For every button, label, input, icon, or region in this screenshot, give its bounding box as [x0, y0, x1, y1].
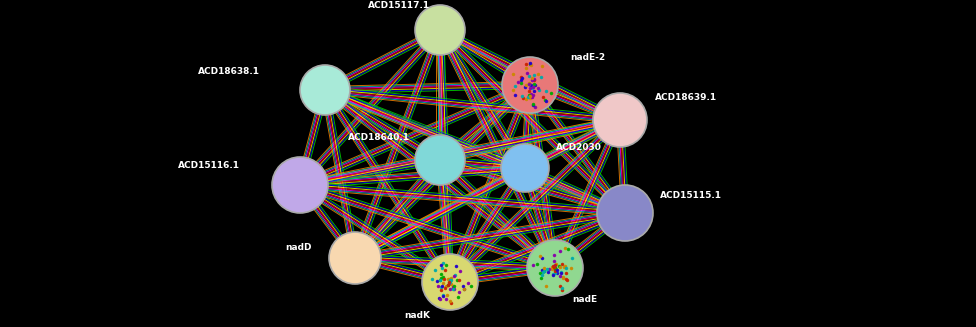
- Text: nadE: nadE: [572, 296, 597, 304]
- Circle shape: [502, 57, 558, 113]
- Text: ACD18638.1: ACD18638.1: [198, 67, 260, 77]
- Circle shape: [415, 5, 465, 55]
- Circle shape: [593, 93, 647, 147]
- Circle shape: [501, 144, 549, 192]
- Circle shape: [272, 157, 328, 213]
- Text: nadE-2: nadE-2: [570, 54, 605, 62]
- Text: ACD15115.1: ACD15115.1: [660, 191, 722, 199]
- Circle shape: [415, 135, 465, 185]
- Circle shape: [329, 232, 381, 284]
- Circle shape: [300, 65, 350, 115]
- Text: ACD15117.1: ACD15117.1: [368, 1, 430, 9]
- Text: nadD: nadD: [286, 244, 312, 252]
- Text: ACD18639.1: ACD18639.1: [655, 94, 717, 102]
- Text: ACD2030: ACD2030: [556, 144, 602, 152]
- Circle shape: [597, 185, 653, 241]
- Text: nadK: nadK: [404, 311, 430, 319]
- Text: ACD18640.1: ACD18640.1: [348, 133, 410, 143]
- Circle shape: [527, 240, 583, 296]
- Circle shape: [422, 254, 478, 310]
- Text: ACD15116.1: ACD15116.1: [178, 161, 240, 169]
